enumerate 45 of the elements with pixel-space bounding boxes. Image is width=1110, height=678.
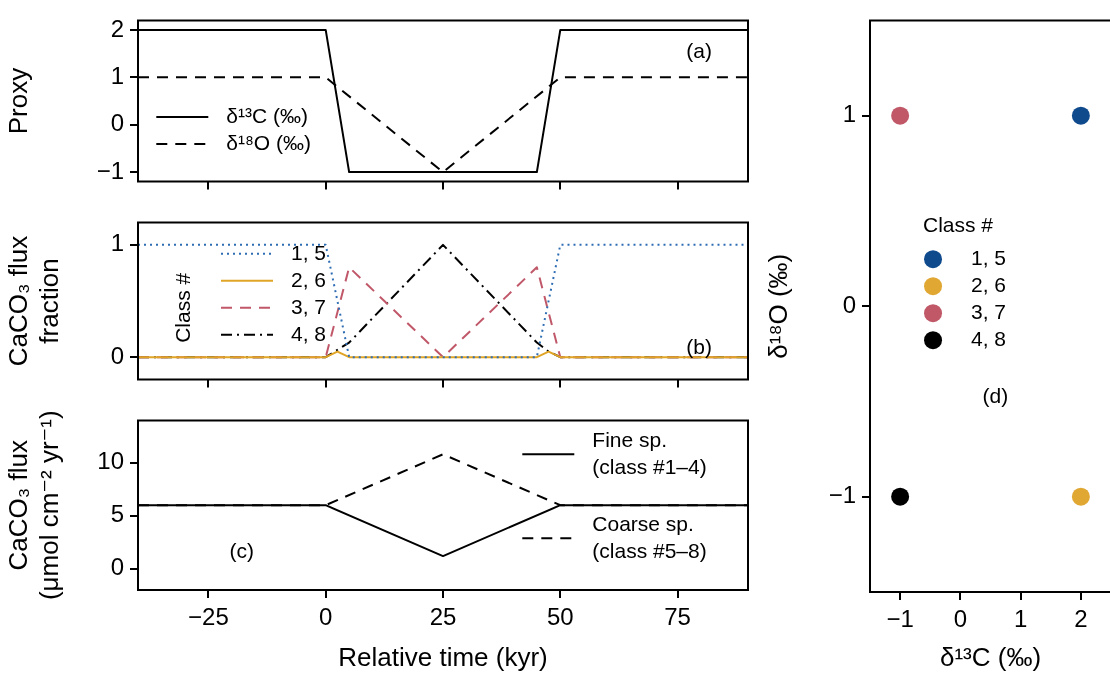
legend-title: Class # [923, 212, 994, 236]
y-tick-label: −1 [828, 481, 856, 509]
x-tick-label: 50 [546, 603, 574, 631]
x-tick-label: 0 [319, 603, 333, 631]
legend-label: 4, 8 [971, 326, 1007, 350]
y-tick-label: 0 [110, 341, 124, 369]
y-axis-title: CaCO₃ flux fraction [2, 235, 64, 367]
x-axis-title: Relative time (kyr) [338, 641, 548, 672]
annotation: (b) [686, 334, 713, 358]
annotation: (c) [229, 539, 254, 563]
legend-title: Class # [170, 272, 194, 343]
y-tick-label: 0 [842, 290, 856, 318]
y-tick-label: 0 [110, 109, 124, 137]
y-tick-label: −1 [96, 156, 124, 184]
legend-label: 1, 5 [971, 245, 1007, 269]
annotation: (a) [686, 39, 713, 63]
annotation: (d) [982, 384, 1009, 408]
y-tick-label: 1 [110, 61, 124, 89]
x-axis-title: δ¹³C (‰) [939, 641, 1042, 672]
y-tick-label: 1 [842, 100, 856, 128]
x-tick-label: 0 [953, 605, 968, 633]
y-axis-title: Proxy [2, 67, 33, 135]
y-axis-title: CaCO₃ flux (μmol cm⁻² yr⁻¹) [2, 410, 64, 601]
y-tick-label: 10 [97, 447, 124, 475]
legend-label: 2, 6 [971, 272, 1007, 296]
y-tick-label: 1 [110, 229, 124, 257]
legend-label: Coarse sp. (class #5–8) [592, 511, 707, 562]
y-axis-title: δ¹⁸O (‰) [762, 253, 793, 359]
x-tick-label: −25 [188, 603, 229, 631]
x-tick-label: 25 [429, 603, 457, 631]
y-tick-label: 0 [110, 553, 124, 581]
legend-label: 1, 5 [291, 240, 327, 264]
legend-label: Fine sp. (class #1–4) [592, 427, 707, 478]
legend-label: 4, 8 [291, 321, 327, 345]
x-tick-label: −1 [886, 605, 914, 633]
x-tick-label: 2 [1074, 605, 1088, 633]
legend-label: 2, 6 [291, 267, 327, 291]
x-tick-label: 1 [1013, 605, 1028, 633]
legend-label: 3, 7 [971, 299, 1007, 323]
legend-label: 3, 7 [291, 294, 327, 318]
y-tick-label: 2 [110, 14, 124, 42]
x-tick-label: 75 [664, 603, 691, 631]
legend-label: δ¹⁸O (‰) [226, 130, 311, 154]
legend-label: δ¹³C (‰) [226, 103, 308, 127]
y-tick-label: 5 [110, 500, 124, 528]
